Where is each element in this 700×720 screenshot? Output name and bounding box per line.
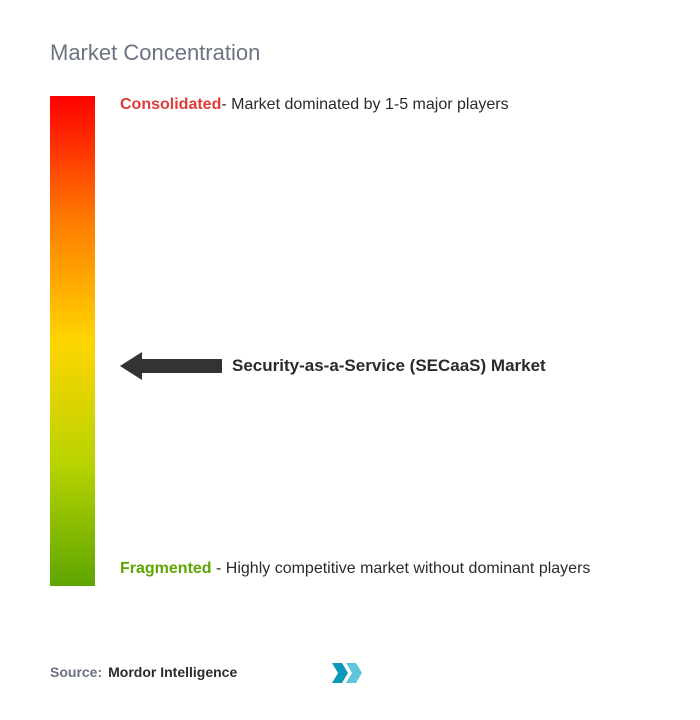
source-label: Source: xyxy=(50,664,102,680)
arrow-head xyxy=(120,352,142,380)
mordor-logo-icon xyxy=(330,659,370,692)
arrow-shaft xyxy=(142,359,222,373)
market-name-label: Security-as-a-Service (SECaaS) Market xyxy=(232,356,546,376)
concentration-gradient-bar xyxy=(50,96,95,586)
fragmented-keyword: Fragmented xyxy=(120,560,212,577)
concentration-diagram: Consolidated- Market dominated by 1-5 ma… xyxy=(50,96,650,586)
source-attribution: Source: Mordor Intelligence xyxy=(50,664,237,680)
fragmented-label: Fragmented - Highly competitive market w… xyxy=(120,557,650,581)
consolidated-description: - Market dominated by 1-5 major players xyxy=(221,96,508,113)
page-title: Market Concentration xyxy=(50,40,650,66)
labels-area: Consolidated- Market dominated by 1-5 ma… xyxy=(95,96,650,586)
market-position-marker: Security-as-a-Service (SECaaS) Market xyxy=(120,352,546,380)
consolidated-label: Consolidated- Market dominated by 1-5 ma… xyxy=(120,96,650,114)
consolidated-keyword: Consolidated xyxy=(120,96,221,113)
fragmented-description: - Highly competitive market without domi… xyxy=(212,560,591,577)
source-value: Mordor Intelligence xyxy=(108,664,237,680)
arrow-icon xyxy=(120,352,222,380)
